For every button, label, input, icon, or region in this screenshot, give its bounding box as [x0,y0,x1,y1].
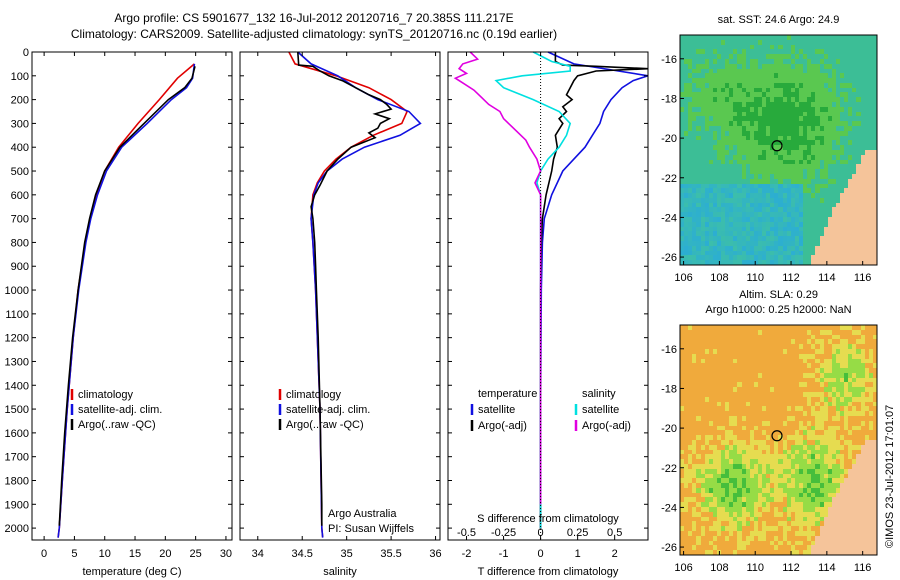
xtick-label-temperature: 5 [71,548,77,560]
ytick-label: 800 [11,237,29,249]
series-salinity-0 [288,51,409,538]
ytick-label: 100 [11,71,29,83]
xtick-label-difference: 2 [612,548,618,560]
xtick-label-temperature: 0 [41,548,47,560]
xtick-label-difference: 1 [575,548,581,560]
secondary-tick-label: -0.5 [457,527,476,539]
series-difference-3 [453,51,542,505]
legend-label: climatology [286,389,342,401]
legend-label: satellite [582,404,619,416]
legend-label: climatology [78,389,134,401]
ytick-label: 2000 [5,523,29,535]
frame-salinity [239,51,441,541]
secondary-tick-label: 0.25 [567,527,588,539]
xtick-label-difference: 0 [538,548,544,560]
xtick-label-temperature: 30 [220,548,232,560]
side-caption: ©IMOS 23-Jul-2012 17:01:07 [884,405,896,548]
ytick-label: 600 [11,190,29,202]
xlabel-salinity: salinity [323,566,357,578]
legend-label: Argo(..raw -QC) [78,419,156,431]
secondary-tick-label: 0 [538,527,544,539]
ytick-label: 1000 [5,285,29,297]
ytick-label: 1700 [5,452,29,464]
ytick-label: 0 [23,47,29,59]
series-salinity-2 [297,51,393,526]
annotation-line: PI: Susan Wijffels [328,523,414,535]
xtick-label-difference: -1 [499,548,509,560]
xtick-label-difference: -2 [462,548,472,560]
ytick-label: 1100 [5,309,29,321]
ytick-label: 1800 [5,475,29,487]
ytick-label: 700 [11,214,29,226]
legend-label: Argo(..raw -QC) [286,419,364,431]
heatmap-cell [872,260,877,265]
ytick-label: 1900 [5,499,29,511]
legend-label: satellite [478,404,515,416]
series-difference-0 [539,51,649,529]
xtick-label-salinity: 35 [341,548,353,560]
xtick-label-temperature: 10 [99,548,111,560]
xtick-label-salinity: 36 [429,548,441,560]
xtick-label-salinity: 35.5 [380,548,401,560]
ytick-label: 400 [11,142,29,154]
xtick-label-temperature: 15 [129,548,141,560]
xlabel-temperature: temperature (deg C) [82,566,181,578]
sst-heatmap [680,35,877,265]
series-difference-1 [539,52,649,529]
sla-heatmap [680,325,877,555]
legend-label: Argo(-adj) [478,420,527,432]
ytick-label: 500 [11,166,29,178]
series-difference-2 [494,51,572,529]
secondary-tick-label: 0.5 [607,527,622,539]
title-line-1: Argo profile: CS 5901677_132 16-Jul-2012… [114,11,513,25]
ytick-label: 900 [11,261,29,273]
series-temperature-1 [57,63,196,538]
xtick-label-temperature: 25 [190,548,202,560]
legend-label: satellite-adj. clim. [78,404,162,416]
legend-header-temp: temperature [478,388,537,400]
frame-difference [447,51,649,541]
panel-difference: -2 -1 0 1 2 T difference from climatology temp… [447,51,649,578]
ytick-label: 1400 [5,380,29,392]
panel-salinity: 34 34.5 35 35.5 36 salinity climatology satelli… [239,51,442,578]
legend-header-sal: salinity [582,388,616,400]
ytick-label: 1500 [5,404,29,416]
xlabel-difference: T difference from climatology [478,566,619,578]
series-temperature-2 [58,66,196,526]
frame-temperature [31,51,233,541]
legend-label: Argo(-adj) [582,420,631,432]
title-line-2: Climatology: CARS2009. Satellite-adjuste… [71,27,557,41]
ytick-label: 300 [11,118,29,130]
annotation-line: Argo Australia [328,508,397,520]
secondary-axis-label: S difference from climatology [477,513,619,525]
secondary-tick-label: -0.25 [491,527,516,539]
ytick-label: 1300 [5,356,29,368]
xtick-label-temperature: 20 [159,548,171,560]
xtick-label-salinity: 34 [252,548,264,560]
xtick-label-salinity: 34.5 [292,548,313,560]
ytick-label: 200 [11,95,29,107]
heatmap-cell [872,550,877,555]
series-temperature-0 [57,63,195,538]
ytick-label: 1600 [5,428,29,440]
panel-temperature: 0100200300400500600700800900100011001200… [5,47,233,578]
ytick-label: 1200 [5,333,29,345]
legend-label: satellite-adj. clim. [286,404,370,416]
